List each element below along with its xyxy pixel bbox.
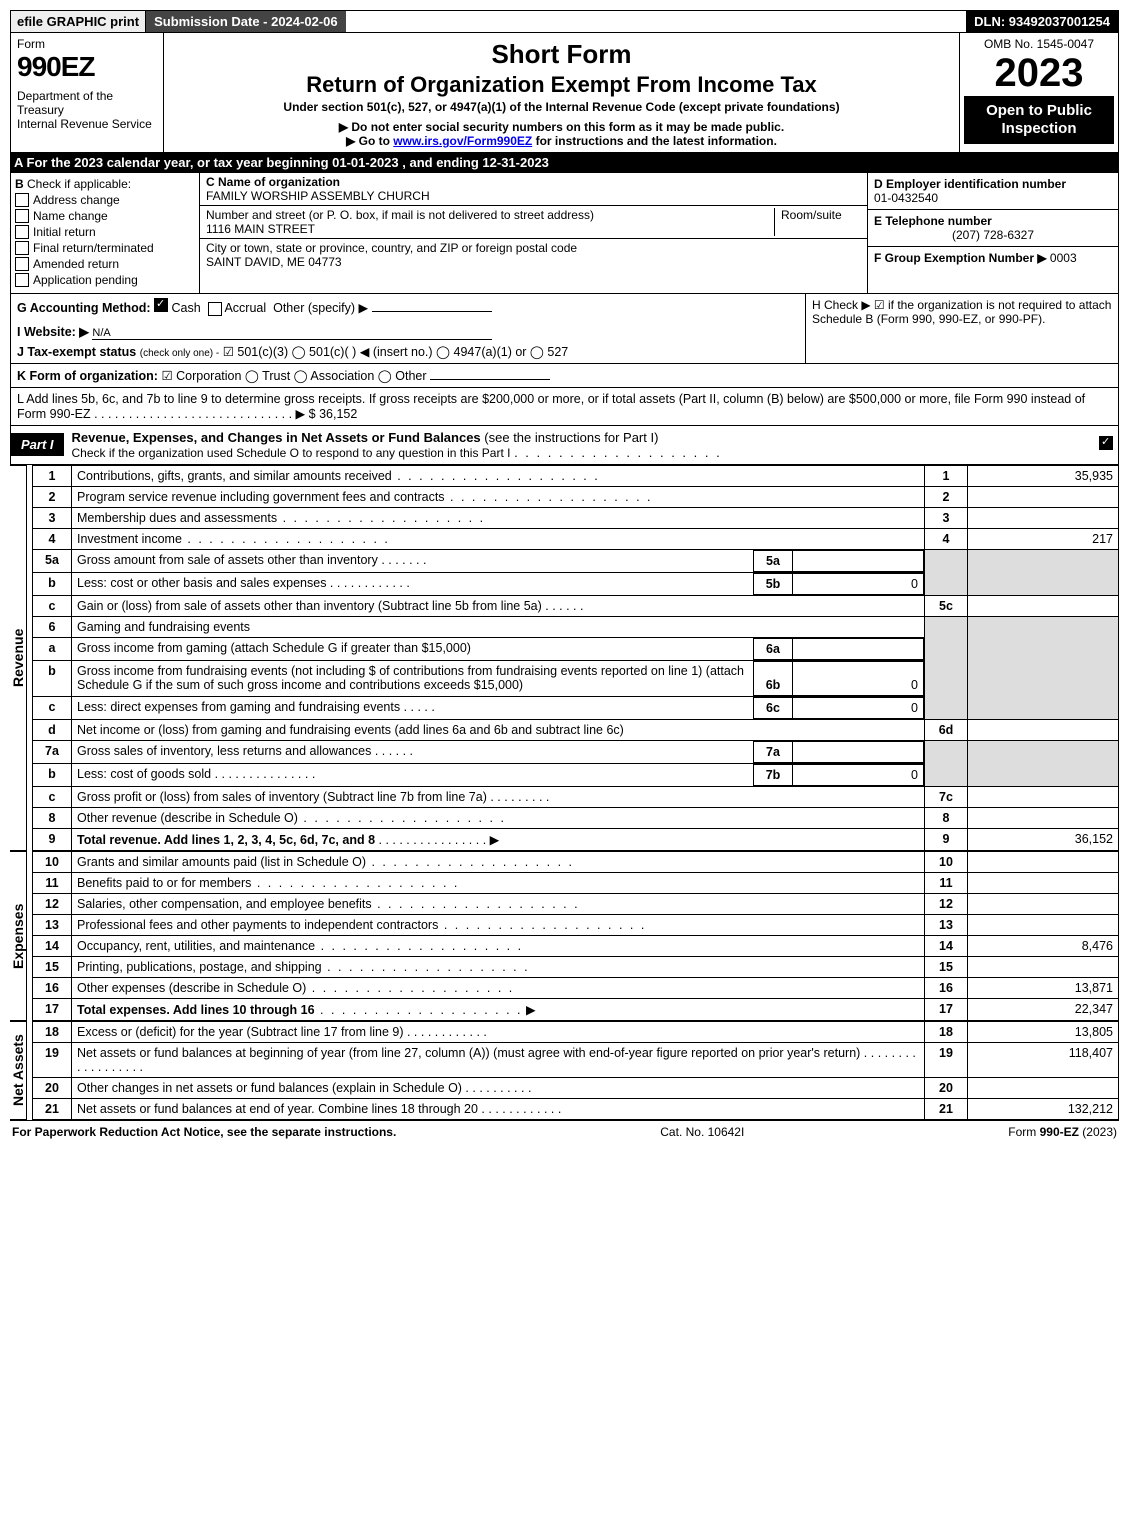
part-i-title: Revenue, Expenses, and Changes in Net As…	[72, 430, 481, 445]
line-6d: dNet income or (loss) from gaming and fu…	[33, 719, 1119, 740]
header-left: Form 990EZ Department of the Treasury In…	[11, 33, 164, 152]
city-label: City or town, state or province, country…	[206, 241, 861, 255]
line-17: 17Total expenses. Add lines 10 through 1…	[33, 998, 1119, 1020]
open-to-public: Open to Public Inspection	[964, 96, 1114, 144]
check-schedule-o[interactable]	[1099, 436, 1113, 450]
paperwork-notice: For Paperwork Reduction Act Notice, see …	[12, 1125, 396, 1139]
section-h: H Check ▶ ☑ if the organization is not r…	[805, 294, 1118, 363]
form-number: 990EZ	[17, 51, 157, 83]
line-5c: cGain or (loss) from sale of assets othe…	[33, 595, 1119, 616]
tax-exempt-label: J Tax-exempt status	[17, 345, 136, 359]
line-1: 1Contributions, gifts, grants, and simil…	[33, 465, 1119, 486]
form-header: Form 990EZ Department of the Treasury In…	[10, 33, 1119, 153]
check-address-change[interactable]	[15, 193, 29, 207]
tax-year: 2023	[964, 51, 1114, 96]
ein-value: 01-0432540	[874, 191, 1112, 205]
under-section: Under section 501(c), 527, or 4947(a)(1)…	[168, 100, 955, 114]
line-16: 16Other expenses (describe in Schedule O…	[33, 977, 1119, 998]
street-value: 1116 MAIN STREET	[206, 222, 774, 236]
city-value: SAINT DAVID, ME 04773	[206, 255, 861, 269]
header-center: Short Form Return of Organization Exempt…	[164, 33, 959, 152]
website-value: N/A	[92, 327, 492, 340]
group-exemption-label: F Group Exemption Number ▶	[874, 251, 1047, 265]
phone-value: (207) 728-6327	[874, 228, 1112, 242]
line-7a: 7aGross sales of inventory, less returns…	[33, 740, 1119, 763]
phone-label: E Telephone number	[874, 214, 1112, 228]
website-label: I Website: ▶	[17, 325, 89, 339]
check-accrual[interactable]	[208, 302, 222, 316]
expenses-table: 10Grants and similar amounts paid (list …	[32, 851, 1119, 1021]
check-initial-return[interactable]	[15, 225, 29, 239]
cat-no: Cat. No. 10642I	[660, 1125, 744, 1139]
block-c-org-name-address: C Name of organization FAMILY WORSHIP AS…	[200, 173, 867, 293]
short-form-title: Short Form	[168, 39, 955, 70]
section-l: L Add lines 5b, 6c, and 7b to line 9 to …	[10, 388, 1119, 426]
revenue-section-label: Revenue	[10, 465, 27, 851]
line-10: 10Grants and similar amounts paid (list …	[33, 851, 1119, 872]
accounting-method-label: G Accounting Method:	[17, 301, 151, 315]
submission-date-label: Submission Date - 2024-02-06	[146, 11, 346, 32]
goto-line: ▶ Go to www.irs.gov/Form990EZ for instru…	[168, 134, 955, 148]
top-bar: efile GRAPHIC print Submission Date - 20…	[10, 10, 1119, 33]
ein-label: D Employer identification number	[874, 177, 1112, 191]
line-14: 14Occupancy, rent, utilities, and mainte…	[33, 935, 1119, 956]
irs-label: Internal Revenue Service	[17, 117, 157, 131]
block-def: D Employer identification number 01-0432…	[867, 173, 1118, 293]
line-19: 19Net assets or fund balances at beginni…	[33, 1042, 1119, 1077]
page-footer: For Paperwork Reduction Act Notice, see …	[10, 1120, 1119, 1143]
dln-label: DLN: 93492037001254	[966, 11, 1118, 32]
org-name-label: C Name of organization	[206, 175, 861, 189]
gross-receipts-amount: 36,152	[319, 407, 357, 421]
line-9: 9Total revenue. Add lines 1, 2, 3, 4, 5c…	[33, 828, 1119, 850]
section-k: K Form of organization: ☑ Corporation ◯ …	[10, 364, 1119, 388]
form-word: Form	[17, 37, 157, 51]
block-b-checkboxes: B Check if applicable: Address change Na…	[11, 173, 200, 293]
check-final-return[interactable]	[15, 241, 29, 255]
tax-exempt-opts: ☑ 501(c)(3) ◯ 501(c)( ) ◀ (insert no.) ◯…	[223, 345, 569, 359]
part-i-label: Part I	[11, 433, 64, 456]
line-2: 2Program service revenue including gover…	[33, 486, 1119, 507]
line-8: 8Other revenue (describe in Schedule O)8	[33, 807, 1119, 828]
check-amended-return[interactable]	[15, 257, 29, 271]
expenses-section-label: Expenses	[10, 851, 27, 1021]
ssn-warning: ▶ Do not enter social security numbers o…	[168, 120, 955, 134]
line-13: 13Professional fees and other payments t…	[33, 914, 1119, 935]
line-18: 18Excess or (deficit) for the year (Subt…	[33, 1021, 1119, 1042]
section-a-calendar-year: A For the 2023 calendar year, or tax yea…	[10, 153, 1119, 172]
form-version: Form 990-EZ (2023)	[1008, 1125, 1117, 1139]
line-12: 12Salaries, other compensation, and empl…	[33, 893, 1119, 914]
street-label: Number and street (or P. O. box, if mail…	[206, 208, 774, 222]
revenue-table: 1Contributions, gifts, grants, and simil…	[32, 465, 1119, 851]
net-assets-section-label: Net Assets	[10, 1021, 27, 1120]
org-name-value: FAMILY WORSHIP ASSEMBLY CHURCH	[206, 189, 861, 203]
line-7c: cGross profit or (loss) from sales of in…	[33, 786, 1119, 807]
section-g-h: G Accounting Method: Cash Accrual Other …	[10, 294, 1119, 364]
line-5a: 5aGross amount from sale of assets other…	[33, 549, 1119, 572]
part-i-header: Part I Revenue, Expenses, and Changes in…	[10, 426, 1119, 465]
line-6: 6Gaming and fundraising events	[33, 616, 1119, 637]
line-3: 3Membership dues and assessments3	[33, 507, 1119, 528]
group-exemption-value: 0003	[1050, 251, 1077, 265]
efile-print-button[interactable]: efile GRAPHIC print	[11, 11, 146, 32]
line-11: 11Benefits paid to or for members11	[33, 872, 1119, 893]
header-right: OMB No. 1545-0047 2023 Open to Public In…	[959, 33, 1118, 152]
line-21: 21Net assets or fund balances at end of …	[33, 1098, 1119, 1119]
check-application-pending[interactable]	[15, 273, 29, 287]
net-assets-table: 18Excess or (deficit) for the year (Subt…	[32, 1021, 1119, 1120]
part-i-check-line: Check if the organization used Schedule …	[72, 446, 511, 460]
line-20: 20Other changes in net assets or fund ba…	[33, 1077, 1119, 1098]
line-4: 4Investment income4217	[33, 528, 1119, 549]
omb-number: OMB No. 1545-0047	[964, 37, 1114, 51]
return-title: Return of Organization Exempt From Incom…	[168, 72, 955, 98]
room-suite-label: Room/suite	[774, 208, 861, 236]
dept-label: Department of the Treasury	[17, 89, 157, 117]
check-cash[interactable]	[154, 298, 168, 312]
irs-link[interactable]: www.irs.gov/Form990EZ	[393, 134, 532, 148]
line-15: 15Printing, publications, postage, and s…	[33, 956, 1119, 977]
check-name-change[interactable]	[15, 209, 29, 223]
org-info-block: B Check if applicable: Address change Na…	[10, 172, 1119, 294]
